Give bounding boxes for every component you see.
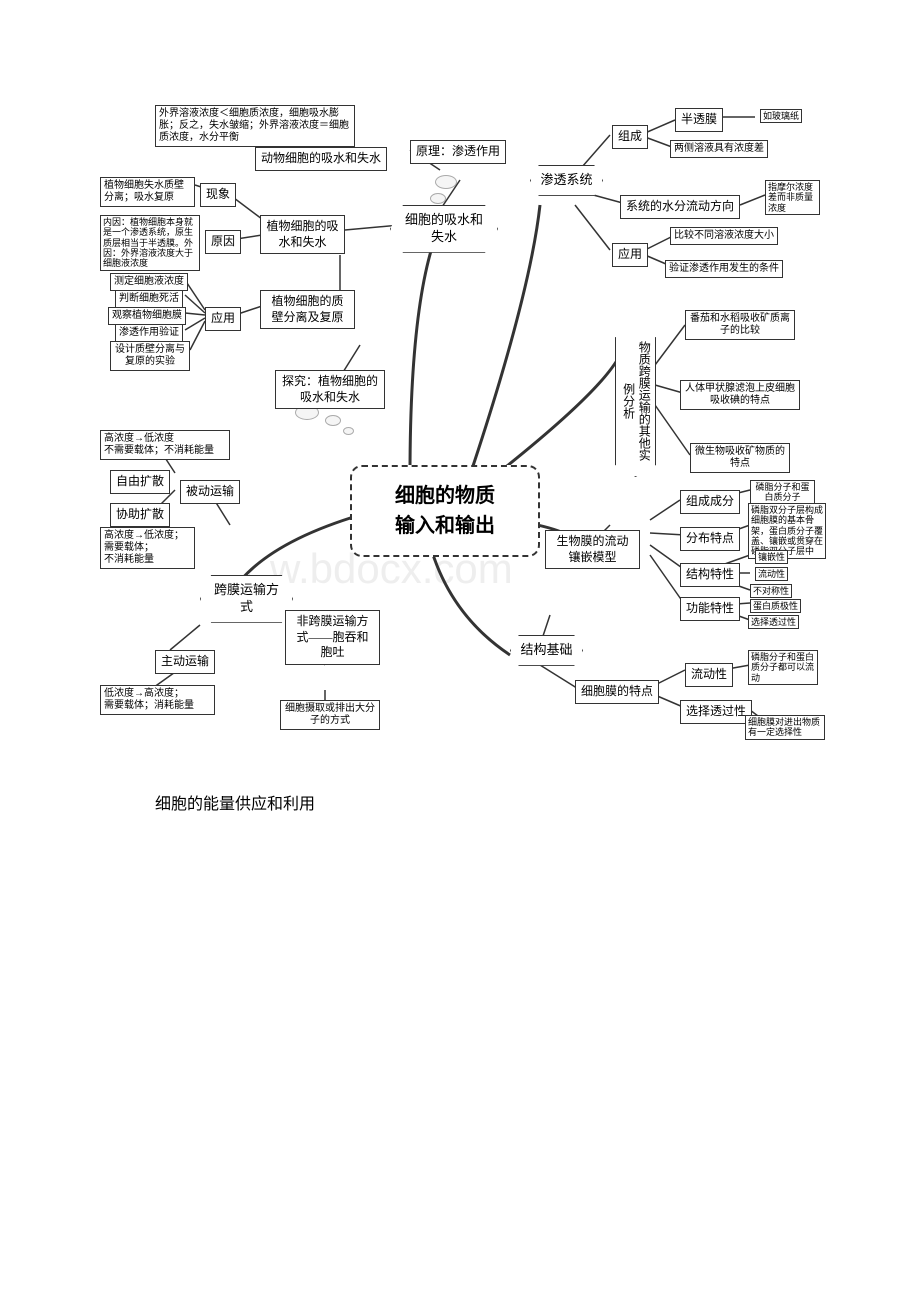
node: 选择透过性: [680, 700, 752, 724]
node: 分布特点: [680, 527, 740, 551]
node: 番茄和水稻吸收矿质离子的比较: [685, 310, 795, 340]
node: 被动运输: [180, 480, 240, 504]
node: 组成: [612, 125, 648, 149]
node: 半透膜: [675, 108, 723, 132]
node: 原因: [205, 230, 241, 254]
node: 细胞膜的特点: [575, 680, 659, 704]
node: 渗透作用验证: [115, 324, 183, 342]
node: 流动性: [755, 567, 788, 581]
node: 植物细胞的质壁分离及复原: [260, 290, 355, 329]
node: 内因：植物细胞本身就是一个渗透系统，原生质层相当于半透膜。外因：外界溶液浓度大于…: [100, 215, 200, 271]
node: 镶嵌性: [755, 550, 788, 564]
node: 两侧溶液具有浓度差: [670, 140, 768, 158]
node: 非跨膜运输方式——胞吞和胞吐: [285, 610, 380, 665]
node: 细胞摄取或排出大分子的方式: [280, 700, 380, 730]
bubble-decoration: [430, 193, 446, 204]
node: 原理：渗透作用: [410, 140, 506, 164]
node: 主动运输: [155, 650, 215, 674]
node: 不对称性: [750, 584, 792, 598]
node: 判断细胞死活: [115, 290, 183, 308]
bubble-decoration: [435, 175, 457, 189]
node: 组成成分: [680, 490, 740, 514]
node: 系统的水分流动方向: [620, 195, 740, 219]
caption-text: 细胞的能量供应和利用: [155, 790, 315, 814]
node: 应用: [205, 307, 241, 331]
node: 细胞膜对进出物质有一定选择性: [745, 715, 825, 740]
node: 测定细胞液浓度: [110, 273, 188, 291]
node: 选择透过性: [748, 615, 799, 629]
node: 低浓度→高浓度；需要载体；消耗能量: [100, 685, 215, 715]
mindmap-diagram: w.bdocx.com: [100, 95, 890, 745]
node: 如玻璃纸: [760, 109, 802, 123]
node: 应用: [612, 243, 648, 267]
bubble-decoration: [343, 427, 354, 435]
node: 磷脂分子和蛋白质分子: [750, 480, 815, 505]
hex-node: 结构基础: [510, 635, 583, 666]
node: 流动性: [685, 663, 733, 687]
node: 自由扩散: [110, 470, 170, 494]
node: 人体甲状腺滤泡上皮细胞吸收碘的特点: [680, 380, 800, 410]
center-topic: 细胞的物质输入和输出: [350, 465, 540, 557]
node: 探究：植物细胞的吸水和失水: [275, 370, 385, 409]
node: 动物细胞的吸水和失水: [255, 147, 387, 171]
hex-node: 跨膜运输方式: [200, 575, 293, 623]
hex-node-vertical: 物质跨膜运输的其他实例分析: [615, 325, 656, 477]
node: 现象: [200, 183, 236, 207]
node: 高浓度→低浓度不需要载体；不消耗能量: [100, 430, 230, 460]
node: 微生物吸收矿物质的特点: [690, 443, 790, 473]
node: 外界溶液浓度＜细胞质浓度，细胞吸水膨胀；反之，失水皱缩；外界溶液浓度＝细胞质浓度…: [155, 105, 355, 147]
hex-node: 细胞的吸水和失水: [390, 205, 498, 253]
center-label: 细胞的物质输入和输出: [395, 485, 495, 537]
node: 设计质壁分离与复原的实验: [110, 341, 190, 371]
node: 指摩尔浓度差而非质量浓度: [765, 180, 820, 215]
node: 磷脂分子和蛋白质分子都可以流动: [748, 650, 818, 685]
node: 观察植物细胞膜: [108, 307, 186, 325]
node: 植物细胞的吸水和失水: [260, 215, 345, 254]
node: 功能特性: [680, 597, 740, 621]
node: 结构特性: [680, 563, 740, 587]
bubble-decoration: [325, 415, 341, 426]
node: 比较不同溶液浓度大小: [670, 227, 778, 245]
node: 验证渗透作用发生的条件: [665, 260, 783, 278]
node: 协助扩散: [110, 503, 170, 527]
node: 生物膜的流动镶嵌模型: [545, 530, 640, 569]
node: 蛋白质极性: [750, 599, 801, 613]
hex-node: 渗透系统: [530, 165, 603, 196]
node: 高浓度→低浓度；需要载体；不消耗能量: [100, 527, 195, 569]
node: 植物细胞失水质壁分离；吸水复原: [100, 177, 195, 207]
